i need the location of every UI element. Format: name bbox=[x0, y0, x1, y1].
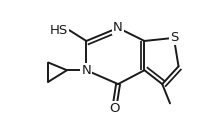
Text: N: N bbox=[81, 64, 91, 77]
Text: O: O bbox=[109, 102, 119, 115]
Text: N: N bbox=[113, 21, 123, 34]
Text: S: S bbox=[170, 31, 178, 44]
Text: HS: HS bbox=[50, 24, 68, 37]
